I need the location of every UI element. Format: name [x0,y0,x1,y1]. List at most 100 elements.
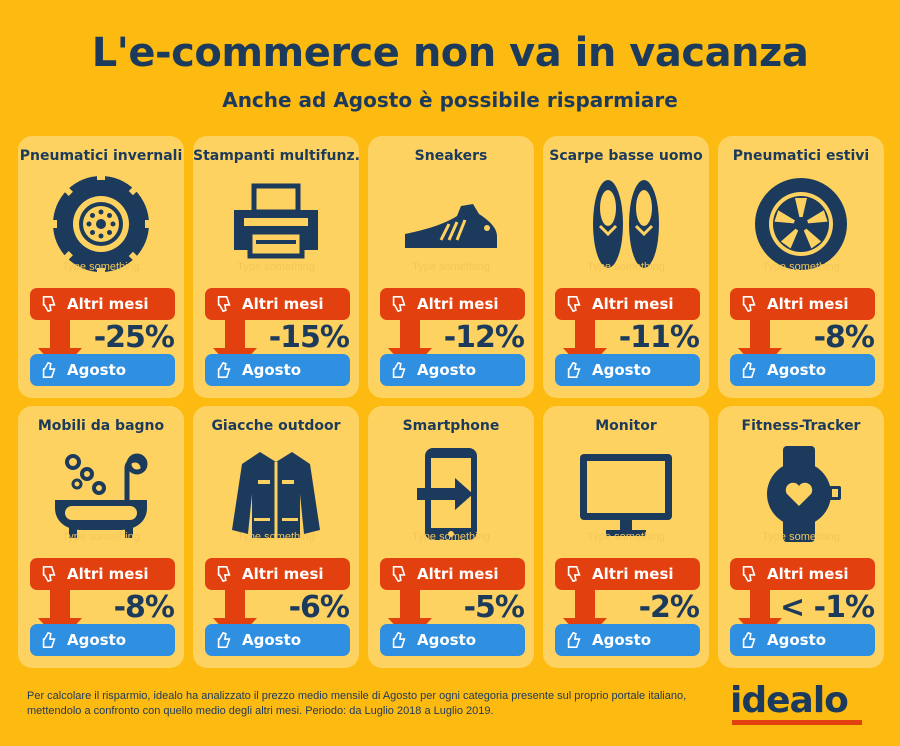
savings-value: -15% [268,320,350,355]
card-scarpe: Scarpe basse uomo Type something Altri m… [543,136,709,398]
thumbs-down-icon [742,295,756,313]
savings-value: -12% [443,320,525,355]
card-title: Stampanti multifunz. [193,148,360,164]
card-stampanti: Stampanti multifunz. Type something Altr… [193,136,360,398]
savings-value: -25% [93,320,175,355]
card-title: Mobili da bagno [37,418,165,434]
august-label: Agosto [767,631,827,649]
other-months-bar: Altri mesi [730,558,875,590]
summer-tire-icon [751,174,851,274]
other-months-label: Altri mesi [417,295,499,313]
placeholder-text: Type something [762,261,840,273]
other-months-label: Altri mesi [767,295,849,313]
other-months-label: Altri mesi [67,295,149,313]
august-bar: Agosto [730,354,875,386]
savings-value: -8% [113,590,175,625]
savings-value: -5% [463,590,525,625]
august-bar: Agosto [380,354,525,386]
monitor-icon [576,444,676,544]
august-bar: Agosto [30,624,175,656]
august-label: Agosto [67,631,127,649]
placeholder-text: Type something [62,261,140,273]
thumbs-up-icon [392,361,406,379]
card-title: Pneumatici estivi [732,148,870,164]
thumbs-down-icon [392,565,406,583]
thumbs-up-icon [567,361,581,379]
august-bar: Agosto [730,624,875,656]
card-pneumatici-estivi: Pneumatici estivi Type something Altri m… [718,136,884,398]
thumbs-up-icon [742,361,756,379]
thumbs-up-icon [42,631,56,649]
card-smartphone: Smartphone Type something Altri mesi -5%… [368,406,534,668]
smartphone-icon [401,444,501,544]
bathtub-icon [51,444,151,544]
august-label: Agosto [67,361,127,379]
august-label: Agosto [242,361,302,379]
card-title: Smartphone [402,418,500,434]
placeholder-text: Type something [237,531,315,543]
august-label: Agosto [242,631,302,649]
thumbs-down-icon [42,295,56,313]
other-months-label: Altri mesi [592,295,674,313]
card-fitness-tracker: Fitness-Tracker Type something Altri mes… [718,406,884,668]
thumbs-up-icon [217,631,231,649]
other-months-bar: Altri mesi [205,288,350,320]
card-title: Sneakers [414,148,488,164]
card-title: Fitness-Tracker [741,418,861,434]
page-title: L'e-commerce non va in vacanza [91,30,809,76]
placeholder-text: Type something [412,531,490,543]
fitness-tracker-icon [751,444,851,544]
thumbs-up-icon [567,631,581,649]
card-pneumatici-invernali: Pneumatici invernali [18,136,184,398]
logo-underline [732,720,862,725]
august-label: Agosto [417,361,477,379]
placeholder-text: Type something [587,261,665,273]
card-title: Scarpe basse uomo [549,148,703,164]
savings-value: -11% [618,320,700,355]
other-months-bar: Altri mesi [555,288,700,320]
august-label: Agosto [592,631,652,649]
august-label: Agosto [417,631,477,649]
card-giacche: Giacche outdoor Type something Altri mes… [193,406,359,668]
august-bar: Agosto [380,624,525,656]
placeholder-text: Type something [587,531,665,543]
savings-value: -6% [288,590,350,625]
thumbs-up-icon [392,631,406,649]
sneaker-icon [401,174,501,274]
other-months-bar: Altri mesi [380,288,525,320]
thumbs-up-icon [742,631,756,649]
thumbs-up-icon [42,361,56,379]
winter-tire-icon [51,174,151,274]
other-months-bar: Altri mesi [380,558,525,590]
page-subtitle: Anche ad Agosto è possibile risparmiare [222,88,678,112]
savings-value: -2% [638,590,700,625]
august-bar: Agosto [205,354,350,386]
thumbs-down-icon [567,295,581,313]
other-months-label: Altri mesi [242,295,324,313]
card-sneakers: Sneakers Type something Altri mesi -12% … [368,136,534,398]
august-bar: Agosto [555,624,700,656]
thumbs-down-icon [217,565,231,583]
august-bar: Agosto [555,354,700,386]
jacket-icon [226,444,326,544]
men-shoes-icon [576,174,676,274]
thumbs-down-icon [392,295,406,313]
other-months-bar: Altri mesi [205,558,350,590]
other-months-bar: Altri mesi [730,288,875,320]
other-months-label: Altri mesi [242,565,324,583]
other-months-label: Altri mesi [417,565,499,583]
other-months-label: Altri mesi [767,565,849,583]
thumbs-down-icon [42,565,56,583]
august-label: Agosto [592,361,652,379]
august-bar: Agosto [30,354,175,386]
thumbs-down-icon [742,565,756,583]
other-months-label: Altri mesi [67,565,149,583]
placeholder-text: Type something [237,261,315,273]
savings-value: -8% [813,320,875,355]
other-months-bar: Altri mesi [30,558,175,590]
thumbs-down-icon [567,565,581,583]
thumbs-down-icon [217,295,231,313]
placeholder-text: Type something [412,261,490,273]
thumbs-up-icon [217,361,231,379]
card-monitor: Monitor Type something Altri mesi -2% Ag… [543,406,709,668]
